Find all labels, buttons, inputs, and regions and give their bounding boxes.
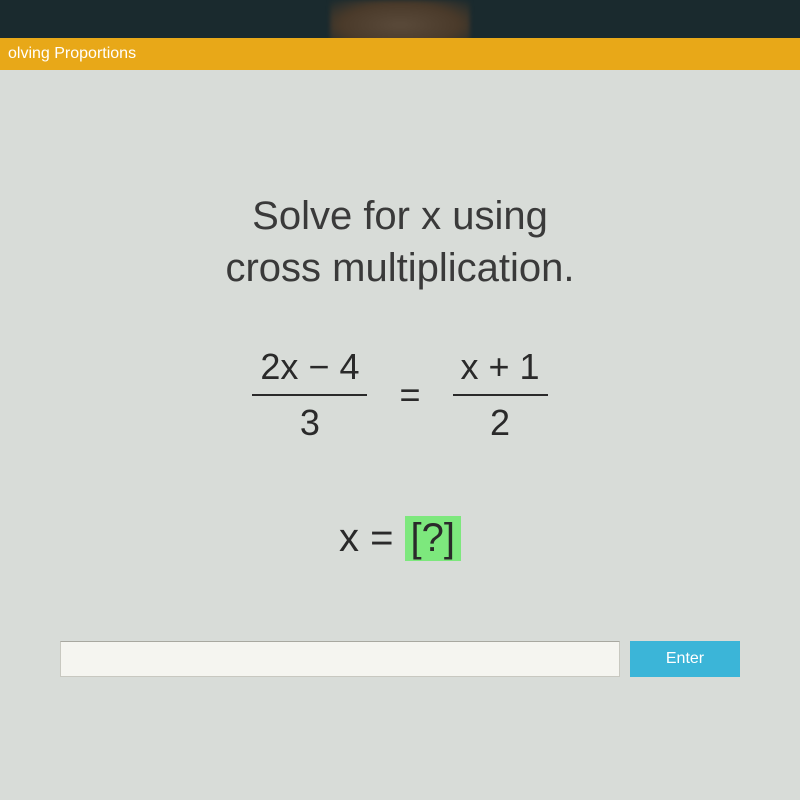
answer-placeholder-box: [?] [405, 516, 461, 561]
answer-prompt: x = [?] [40, 516, 760, 561]
header-title: olving Proportions [8, 45, 136, 63]
left-fraction-line [252, 394, 367, 396]
right-fraction-line [453, 394, 548, 396]
answer-input[interactable] [60, 641, 620, 677]
left-fraction: 2x − 4 3 [252, 344, 367, 446]
left-numerator: 2x − 4 [252, 344, 367, 390]
instruction-line-1: Solve for x using [40, 190, 760, 242]
equation: 2x − 4 3 = x + 1 2 [40, 344, 760, 446]
instruction-line-2: cross multiplication. [40, 242, 760, 294]
header-bar: olving Proportions [0, 38, 800, 70]
answer-prefix: x = [339, 516, 405, 560]
right-numerator: x + 1 [453, 344, 548, 390]
instruction-text: Solve for x using cross multiplication. [40, 190, 760, 294]
enter-button[interactable]: Enter [630, 641, 740, 677]
left-denominator: 3 [292, 400, 328, 446]
input-row: Enter [60, 641, 740, 677]
right-fraction: x + 1 2 [453, 344, 548, 446]
equals-sign: = [399, 374, 420, 416]
right-denominator: 2 [482, 400, 518, 446]
content-panel: Solve for x using cross multiplication. … [0, 70, 800, 800]
